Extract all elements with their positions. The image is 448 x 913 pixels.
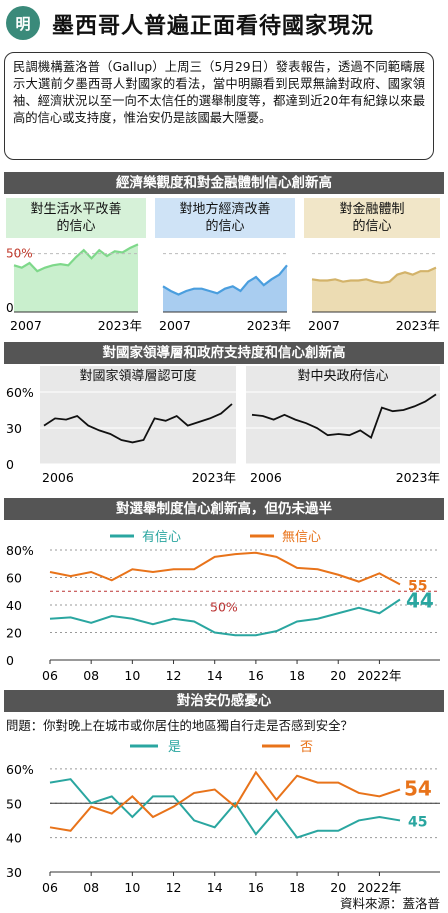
x-tick: 2022年 [357, 668, 401, 683]
panel3-label: 對金融體制 的信心 [304, 198, 440, 238]
y-tick: 0 [6, 653, 14, 668]
y-tick: 20 [6, 626, 22, 641]
x-tick: 16 [248, 668, 264, 683]
y-tick: 80% [6, 543, 34, 558]
x-tick: 08 [83, 668, 99, 683]
area-line-2 [162, 264, 288, 296]
y-label-50: 50% [6, 247, 33, 261]
y-tick: 30 [6, 865, 22, 880]
series-line-2 [49, 770, 401, 832]
section2-title: 對國家領導層和政府支持度和信心創新高 [4, 342, 444, 364]
y-label-0: 0 [6, 301, 14, 315]
intro-text: 民調機構蓋洛普（Gallup）上周三（5月29日）發表報告，透過不同範疇展示大選… [4, 52, 434, 160]
x-label-start: 2007 [10, 318, 42, 333]
end-label-conf: 44 [406, 589, 434, 613]
legend-label-yes: 是 [168, 740, 181, 755]
y-tick: 50 [6, 796, 22, 811]
x-tick: 10 [124, 880, 140, 894]
question-text: 問題：你對晚上在城市或你居住的地區獨自行走是否感到安全？ [6, 718, 353, 733]
y-tick: 60% [6, 762, 34, 777]
line-4 [43, 403, 233, 444]
x-tick: 08 [83, 880, 99, 894]
x-label-end: 2023年 [192, 470, 236, 485]
x-tick: 14 [207, 880, 223, 894]
panel-bg-1 [40, 388, 236, 464]
x-tick: 06 [42, 668, 58, 683]
x-label-start: 2006 [42, 470, 74, 485]
x-tick: 16 [248, 880, 264, 894]
page-title: 墨西哥人普遍正面看待國家現況 [52, 14, 375, 39]
x-label-end: 2023年 [396, 470, 440, 485]
legend-label-noconf: 無信心 [282, 530, 321, 545]
x-label-start: 2007 [308, 318, 340, 333]
x-label-end: 2023年 [396, 318, 440, 333]
area-fill-3 [312, 267, 436, 312]
section2-chart: 2006 2023年 2006 2023年 60% 30 0 [6, 388, 440, 485]
line-5 [251, 393, 437, 439]
end-label-no: 54 [404, 777, 432, 801]
x-tick: 20 [330, 880, 346, 894]
section4-chart: 是 否 60% 50 40 30 45 54 06 08 10 12 14 16 18 20 2022年 [6, 740, 440, 894]
y-tick: 60 [6, 571, 22, 586]
series-line-1 [49, 778, 401, 839]
source-text: 資料來源：蓋洛普 [339, 896, 440, 911]
panel-bg-2 [246, 388, 440, 464]
x-tick: 12 [166, 880, 182, 894]
y-tick: 0 [6, 457, 14, 472]
x-tick: 18 [289, 668, 305, 683]
x-label-start: 2006 [250, 470, 282, 485]
area-fill-1 [14, 244, 138, 312]
x-tick: 18 [289, 880, 305, 894]
x-label-end: 2023年 [247, 318, 291, 333]
x-tick: 14 [207, 668, 223, 683]
section1-title: 經濟樂觀度和對金融體制信心創新高 [4, 172, 444, 194]
legend-label-conf: 有信心 [142, 530, 181, 545]
area-line-1 [13, 243, 139, 273]
panel4-label: 對國家領導層認可度 [40, 366, 236, 388]
x-tick: 06 [42, 880, 58, 894]
area-line-3 [311, 266, 437, 284]
y-tick: 40 [6, 598, 22, 613]
section3-title: 對選舉制度信心創新高，但仍未過半 [4, 498, 444, 520]
panel1-label: 對生活水平改善 的信心 [6, 198, 146, 238]
x-tick: 20 [330, 668, 346, 683]
y-tick: 40 [6, 831, 22, 846]
logo: 明 [6, 6, 40, 40]
annotation-50: 50% [210, 599, 238, 614]
x-label-end: 2023年 [98, 318, 142, 333]
end-label-noconf: 55 [408, 578, 427, 594]
legend-label-no: 否 [300, 740, 313, 755]
x-label-start: 2007 [159, 318, 191, 333]
x-tick: 12 [166, 668, 182, 683]
series-line-2 [49, 551, 401, 586]
x-tick: 2022年 [357, 880, 401, 894]
panel2-label: 對地方經濟改善 的信心 [155, 198, 295, 238]
section1-chart: 2007 2023年 2007 2023年 2007 2023年 50% 0 [6, 243, 440, 333]
section4-title: 對治安仍感憂心 [4, 690, 444, 712]
panel5-label: 對中央政府信心 [246, 366, 440, 388]
y-tick: 60% [6, 388, 34, 400]
series-line-1 [49, 598, 401, 637]
area-fill-2 [163, 265, 287, 312]
x-tick: 10 [124, 668, 140, 683]
y-tick: 30 [6, 421, 22, 436]
end-label-yes: 45 [408, 814, 427, 830]
